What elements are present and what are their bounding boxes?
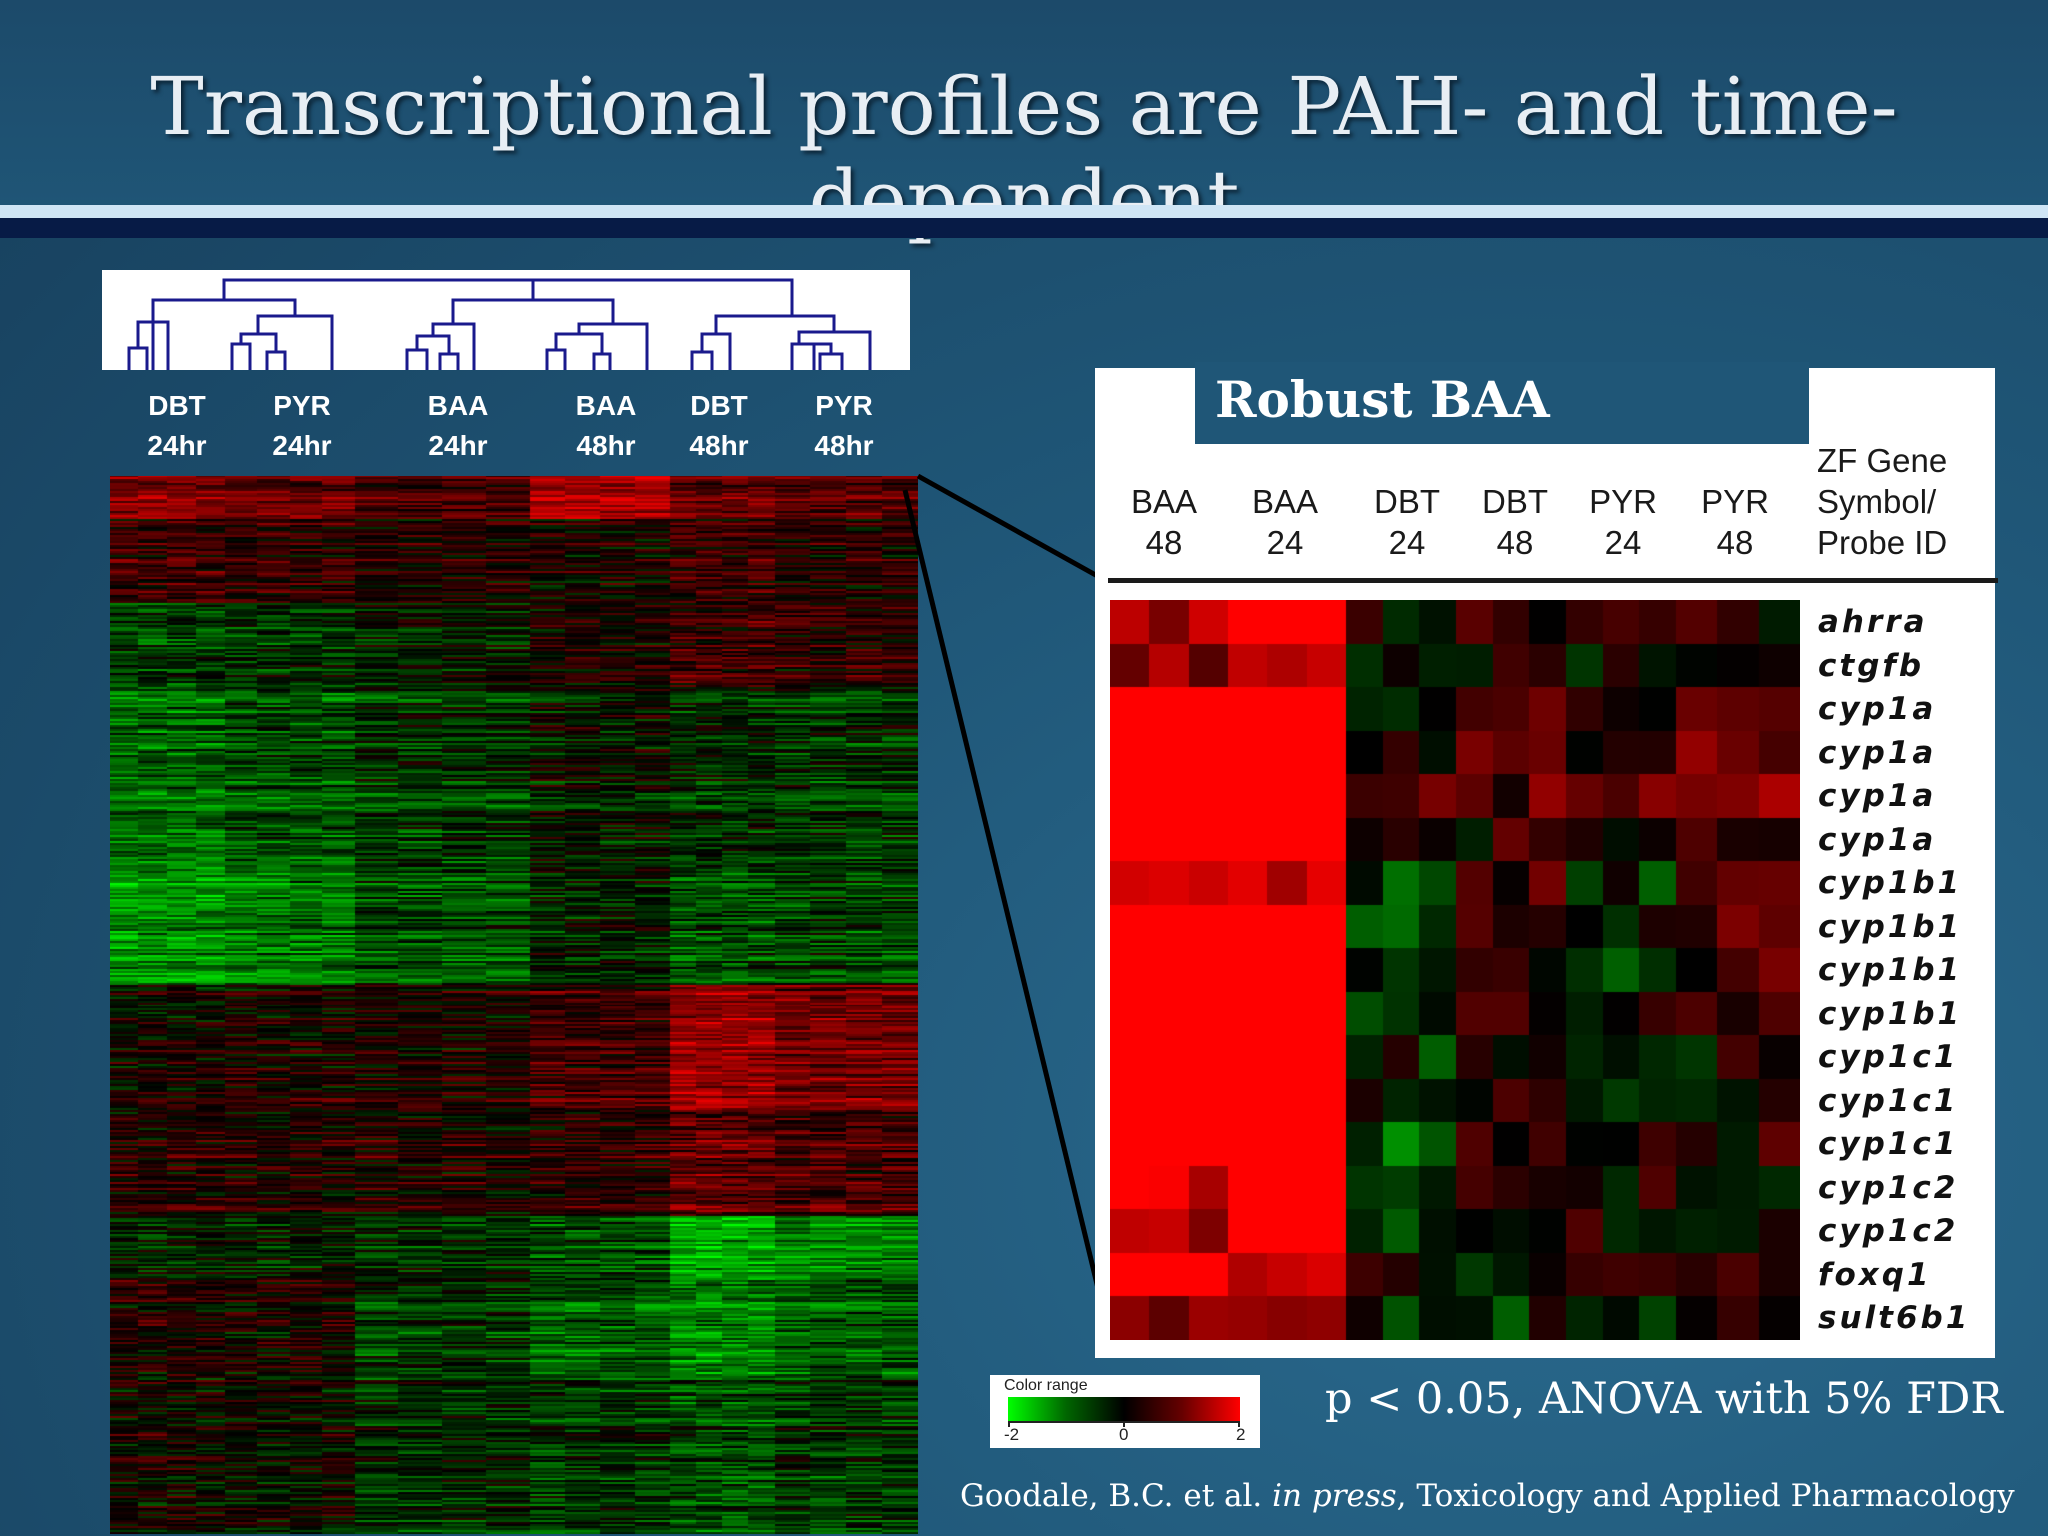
dendrogram-svg	[127, 278, 872, 370]
col-head-pyr-48: PYR 48	[1680, 481, 1790, 563]
gene-label: cyp1c1	[1818, 1082, 1959, 1119]
clustered-expression-heatmap	[110, 476, 918, 1534]
legend-gradient-bar	[1008, 1397, 1240, 1421]
sample-label-baa-48hr: BAA 48hr	[556, 386, 656, 466]
gene-label: cyp1c1	[1818, 1126, 1959, 1163]
sample-label-baa-24hr: BAA 24hr	[408, 386, 508, 466]
legend-label-min: -2	[1004, 1425, 1020, 1444]
gene-label: cyp1c2	[1818, 1213, 1959, 1250]
sample-label-line2: 48hr	[814, 430, 874, 461]
legend-label-max: 2	[1236, 1425, 1246, 1444]
row-header: ZF Gene Symbol/ Probe ID	[1817, 440, 1947, 563]
col-head-baa-48: BAA 48	[1109, 481, 1219, 563]
gene-label: cyp1a	[1818, 821, 1937, 858]
col-head-line2: 48	[1496, 524, 1534, 561]
statistics-note: p < 0.05, ANOVA with 5% FDR	[1325, 1374, 2003, 1424]
col-head-line1: BAA	[1251, 483, 1319, 520]
sample-label-dbt-24hr: DBT 24hr	[127, 386, 227, 466]
col-head-line2: 24	[1266, 524, 1304, 561]
slide-title: Transcriptional profiles are PAH- and ti…	[150, 60, 1898, 246]
column-dendrogram	[102, 270, 910, 370]
col-head-line1: BAA	[1130, 483, 1198, 520]
citation-authors: Goodale, B.C. et al.	[960, 1478, 1263, 1514]
sample-label-dbt-48hr: DBT 48hr	[669, 386, 769, 466]
col-head-baa-24: BAA 24	[1230, 481, 1340, 563]
gene-label: ctgfb	[1818, 647, 1925, 684]
row-header-line2: Symbol/	[1817, 483, 1937, 520]
gene-label: cyp1a	[1818, 734, 1937, 771]
row-header-line1: ZF Gene	[1817, 442, 1948, 479]
sample-label-pyr-24hr: PYR 24hr	[252, 386, 352, 466]
panel-title-banner: Robust BAA response	[1195, 362, 1809, 488]
title-rule-light	[0, 205, 2048, 218]
col-head-line2: 48	[1716, 524, 1754, 561]
sample-label-line2: 24hr	[272, 430, 332, 461]
col-head-line1: PYR	[1589, 483, 1657, 520]
color-range-legend: Color range -2 0 2	[990, 1375, 1260, 1448]
citation: Goodale, B.C. et al. in press, Toxicolog…	[960, 1478, 2015, 1514]
row-header-line3: Probe ID	[1817, 524, 1948, 561]
gene-label: cyp1b1	[1818, 865, 1963, 902]
panel-title: Robust BAA response	[1215, 370, 1550, 488]
gene-label: cyp1b1	[1818, 995, 1963, 1032]
legend-title: Color range	[1004, 1377, 1088, 1394]
gene-label: cyp1b1	[1818, 952, 1963, 989]
col-head-line1: PYR	[1701, 483, 1769, 520]
legend-tick-max	[1238, 1421, 1240, 1427]
col-head-line1: DBT	[1482, 483, 1548, 520]
col-head-line2: 24	[1388, 524, 1426, 561]
col-head-line2: 48	[1145, 524, 1183, 561]
sample-label-line1: PYR	[815, 390, 873, 421]
col-head-pyr-24: PYR 24	[1568, 481, 1678, 563]
title-band	[0, 0, 2048, 205]
citation-journal: , Toxicology and Applied Pharmacology	[1396, 1478, 2015, 1514]
gene-label: cyp1c1	[1818, 1039, 1959, 1076]
citation-status: in press	[1272, 1478, 1397, 1514]
gene-label: cyp1b1	[1818, 908, 1963, 945]
sample-label-line1: BAA	[575, 390, 637, 421]
sample-label-line2: 48hr	[576, 430, 636, 461]
title-rule-dark	[0, 218, 2048, 238]
zoom-line-top	[916, 473, 1112, 586]
sample-label-line1: DBT	[148, 390, 206, 421]
gene-label: cyp1c2	[1818, 1169, 1959, 1206]
sample-label-line2: 24hr	[428, 430, 488, 461]
col-head-line1: DBT	[1374, 483, 1440, 520]
legend-label-mid: 0	[1119, 1425, 1129, 1444]
sample-label-pyr-48hr: PYR 48hr	[794, 386, 894, 466]
gene-label: cyp1a	[1818, 778, 1937, 815]
col-head-line2: 24	[1604, 524, 1642, 561]
sample-label-line2: 48hr	[689, 430, 749, 461]
gene-label: ahrra	[1818, 604, 1928, 640]
legend-tick-mid	[1123, 1421, 1125, 1427]
sample-label-line1: DBT	[690, 390, 748, 421]
col-head-dbt-24: DBT 24	[1352, 481, 1462, 563]
sample-label-line1: PYR	[273, 390, 331, 421]
sample-label-line2: 24hr	[147, 430, 207, 461]
gene-label: foxq1	[1818, 1256, 1932, 1293]
legend-tick-min	[1008, 1421, 1010, 1427]
baa-response-heatmap	[1110, 600, 1800, 1340]
gene-label: cyp1a	[1818, 691, 1937, 728]
sample-label-line1: BAA	[427, 390, 489, 421]
col-head-dbt-48: DBT 48	[1460, 481, 1570, 563]
zoom-line-bottom	[902, 489, 1113, 1339]
gene-label: sult6b1	[1818, 1300, 1971, 1337]
panel-header-rule	[1108, 578, 1998, 583]
